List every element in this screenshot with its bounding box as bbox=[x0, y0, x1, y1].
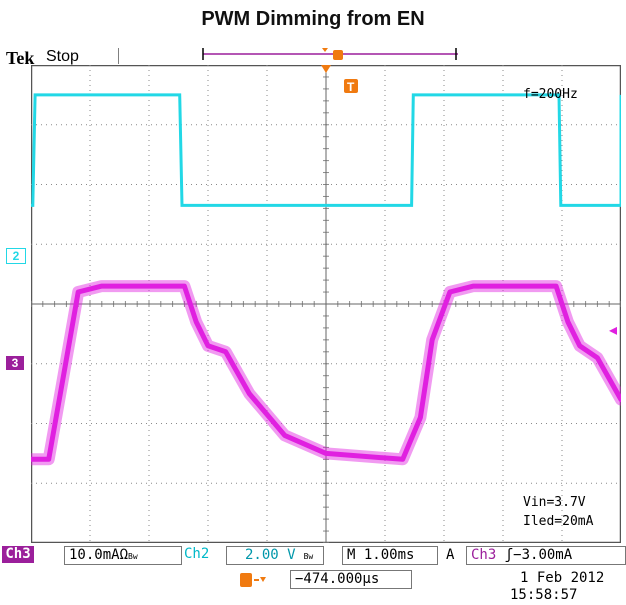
ch2-scale-readout: 2.00 V Bw bbox=[226, 546, 324, 565]
iled-annotation: Iled=20mA bbox=[523, 514, 594, 529]
brand-logo: Tek bbox=[6, 48, 35, 68]
frequency-annotation: f=200Hz bbox=[523, 87, 578, 102]
ch2-scale-value: 2.00 V bbox=[245, 547, 296, 563]
ch3-trace bbox=[31, 283, 621, 462]
svg-text:T: T bbox=[347, 80, 355, 94]
trigger-readout[interactable]: Ch3 ʃ−3.00mA bbox=[466, 546, 626, 565]
ch2-bandwidth-icon: Bw bbox=[303, 552, 314, 561]
page-title: PWM Dimming from EN bbox=[201, 8, 425, 30]
ch2-label[interactable]: Ch2 bbox=[184, 546, 210, 562]
trigger-offset-readout: −474.000µs bbox=[290, 570, 412, 589]
vin-annotation: Vin=3.7V bbox=[523, 495, 586, 510]
time-label: 15:58:57 bbox=[510, 587, 578, 603]
trigger-level: ʃ−3.00mA bbox=[504, 547, 573, 563]
timebase-readout[interactable]: M 1.00ms bbox=[342, 546, 438, 565]
run-state-label: Stop bbox=[46, 48, 79, 65]
record-position-bar bbox=[118, 48, 458, 64]
trigger-level-arrow bbox=[609, 326, 617, 335]
record-trigger-icon bbox=[333, 50, 343, 60]
record-trigger-marker bbox=[322, 48, 328, 52]
date-label: 1 Feb 2012 bbox=[520, 570, 605, 586]
ch2-trace bbox=[31, 93, 621, 207]
ch3-indicator[interactable]: Ch3 bbox=[2, 546, 34, 563]
trigger-marker: T bbox=[321, 65, 358, 94]
ch3-ground-marker: 3 bbox=[6, 356, 24, 370]
trigger-mode-label: A bbox=[446, 547, 455, 563]
trigger-offset-icon bbox=[240, 573, 266, 587]
ch3-bandwidth-icon: Bw bbox=[128, 552, 138, 561]
trigger-source: Ch3 bbox=[471, 547, 497, 563]
ch3-scale-value: 10.0mAΩ bbox=[69, 547, 129, 563]
ch3-scale-readout: 10.0mAΩBw bbox=[64, 546, 182, 565]
ch2-ground-marker: 2 bbox=[6, 248, 26, 264]
